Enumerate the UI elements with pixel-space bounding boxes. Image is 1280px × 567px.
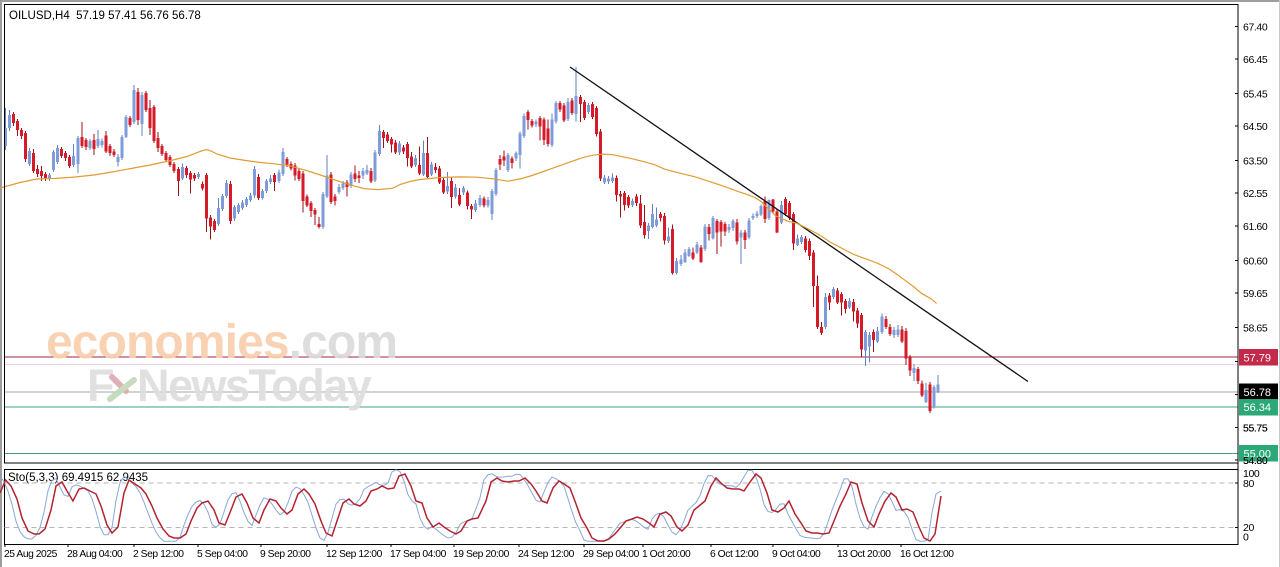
svg-text:19 Sep 20:00: 19 Sep 20:00 bbox=[453, 549, 510, 560]
svg-text:9 Sep 20:00: 9 Sep 20:00 bbox=[260, 549, 311, 560]
svg-text:80: 80 bbox=[1243, 478, 1254, 490]
svg-text:0: 0 bbox=[1243, 532, 1249, 544]
svg-text:24 Sep 12:00: 24 Sep 12:00 bbox=[518, 549, 575, 560]
svg-text:55.75: 55.75 bbox=[1243, 422, 1268, 434]
svg-text:62.55: 62.55 bbox=[1243, 188, 1268, 200]
svg-text:20: 20 bbox=[1243, 522, 1254, 534]
svg-text:13 Oct 20:00: 13 Oct 20:00 bbox=[837, 549, 891, 560]
svg-text:12 Sep 12:00: 12 Sep 12:00 bbox=[326, 549, 383, 560]
svg-text:F: F bbox=[87, 360, 115, 411]
svg-text:58.65: 58.65 bbox=[1243, 323, 1268, 335]
svg-text:9 Oct 04:00: 9 Oct 04:00 bbox=[772, 549, 821, 560]
svg-text:66.45: 66.45 bbox=[1243, 54, 1268, 66]
svg-text:100: 100 bbox=[1243, 468, 1260, 480]
svg-text:5 Sep 04:00: 5 Sep 04:00 bbox=[197, 549, 248, 560]
svg-text:57.79: 57.79 bbox=[1244, 352, 1272, 364]
svg-text:56.78: 56.78 bbox=[1244, 387, 1272, 399]
svg-text:64.50: 64.50 bbox=[1243, 121, 1268, 133]
svg-text:29 Sep 04:00: 29 Sep 04:00 bbox=[583, 549, 640, 560]
svg-text:67.40: 67.40 bbox=[1243, 21, 1268, 33]
svg-text:55.75: 55.75 bbox=[1243, 422, 1268, 434]
svg-text:6 Oct 12:00: 6 Oct 12:00 bbox=[710, 549, 759, 560]
svg-text:Sto(5,3,3) 69.4915 62.9435: Sto(5,3,3) 69.4915 62.9435 bbox=[8, 472, 148, 484]
svg-text:28 Aug 04:00: 28 Aug 04:00 bbox=[67, 549, 123, 560]
svg-text:OILUSD,H4 57.19 57.41 56.76 5: OILUSD,H4 57.19 57.41 56.76 56.78 bbox=[9, 10, 201, 22]
svg-text:61.60: 61.60 bbox=[1243, 221, 1268, 233]
svg-text:NewsToday: NewsToday bbox=[137, 360, 372, 411]
svg-text:economies.com: economies.com bbox=[46, 316, 397, 369]
svg-text:54.80: 54.80 bbox=[1243, 455, 1268, 467]
svg-text:2 Sep 12:00: 2 Sep 12:00 bbox=[133, 549, 184, 560]
svg-text:16 Oct 12:00: 16 Oct 12:00 bbox=[900, 549, 954, 560]
svg-text:63.50: 63.50 bbox=[1243, 156, 1268, 168]
svg-text:65.45: 65.45 bbox=[1243, 88, 1268, 100]
svg-text:55.00: 55.00 bbox=[1244, 448, 1272, 460]
svg-text:25 Aug 2025: 25 Aug 2025 bbox=[4, 549, 58, 560]
svg-text:1 Oct 20:00: 1 Oct 20:00 bbox=[642, 549, 691, 560]
svg-text:56.34: 56.34 bbox=[1244, 402, 1272, 414]
svg-text:60.60: 60.60 bbox=[1243, 255, 1268, 267]
svg-text:17 Sep 04:00: 17 Sep 04:00 bbox=[390, 549, 447, 560]
svg-text:59.65: 59.65 bbox=[1243, 288, 1268, 300]
